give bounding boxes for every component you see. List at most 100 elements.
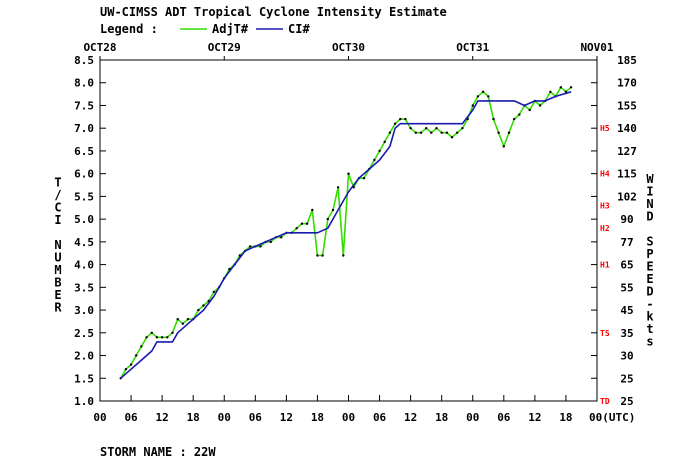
series-adjt-point-3 [135, 354, 138, 357]
series-adjt-point-85 [559, 86, 562, 89]
series-adjt-point-56 [409, 127, 412, 130]
series-adjt-point-34 [295, 227, 298, 230]
legend-item-ci: CI# [256, 22, 310, 36]
legend-item-adjt: AdjT# [180, 22, 249, 36]
category-mark-h1: H1 [600, 261, 610, 270]
x-tick-label-4: 00 [218, 411, 231, 424]
ylabel-char-8: B [54, 276, 61, 290]
series-adjt-point-73 [497, 131, 500, 134]
series-adjt-point-11 [176, 318, 179, 321]
wind-tick-label-4: 45 [620, 304, 633, 317]
date-label-oct31: OCT31 [456, 41, 489, 54]
wind-tick-label-15: 185 [617, 54, 637, 67]
series-adjt-point-52 [388, 131, 392, 134]
y2label-char-10: - [646, 297, 653, 311]
series-ci-line [120, 91, 572, 379]
series-adjt-point-42 [336, 186, 340, 189]
series-adjt-point-62 [440, 131, 443, 134]
series-adjt-point-41 [331, 208, 335, 212]
x-tick-label-8: 00 [342, 411, 355, 424]
wind-tick-label-14: 170 [617, 77, 637, 90]
series-adjt-point-38 [316, 254, 319, 257]
x-tick-label-11: 18 [435, 411, 448, 424]
series-adjt-point-35 [300, 222, 304, 225]
y2label-char-1: I [646, 184, 653, 198]
series-adjt-line [120, 86, 572, 379]
legend-label: Legend : [100, 22, 158, 36]
series-adjt-point-72 [492, 117, 495, 121]
y2label-char-3: D [646, 209, 653, 223]
series-adjt-point-51 [383, 140, 386, 143]
date-labels: OCT28 OCT29 OCT30 OCT31 NOV01 [83, 41, 614, 60]
series-adjt-point-77 [518, 113, 521, 116]
y-tick-label-7: 4.5 [74, 236, 94, 249]
wind-tick-label-8: 90 [620, 213, 633, 226]
category-mark-td: TD [600, 397, 610, 406]
x-tick-label-3: 18 [187, 411, 200, 424]
y-tick-label-3: 2.5 [74, 327, 94, 340]
wind-tick-label-7: 77 [620, 236, 633, 249]
legend-text-ci: CI# [288, 22, 310, 36]
wind-tick-label-11: 127 [617, 145, 637, 158]
series-adjt-point-37 [311, 208, 314, 212]
series-adjt-point-5 [145, 336, 148, 339]
y-tick-label-6: 4.0 [74, 259, 94, 272]
wind-tick-label-13: 155 [617, 99, 637, 112]
ylabel-char-9: E [54, 288, 61, 302]
category-mark-h2: H2 [600, 224, 610, 233]
y-axis-right: 25 25 30 35 45 55 65 77 90 102 115 127 140 155 170 185 [591, 54, 637, 408]
wind-tick-label-5: 55 [620, 281, 633, 294]
wind-tick-label-3: 35 [620, 327, 633, 340]
category-mark-h4: H4 [600, 170, 610, 179]
series-adjt-point-74 [502, 145, 505, 148]
series-adjt-point-39 [321, 254, 324, 257]
x-tick-label-16: 00(UTC) [589, 411, 635, 424]
series-adjt-point-8 [160, 336, 164, 339]
ylabel-char-0: T [54, 176, 61, 190]
series-adjt-point-81 [538, 104, 542, 107]
y-tick-label-12: 7.0 [74, 122, 94, 135]
series-adjt-point-75 [507, 131, 511, 134]
y2label-char-2: N [646, 197, 653, 211]
series-adjt-point-13 [186, 318, 190, 321]
series-adjt-point-58 [419, 131, 423, 134]
ylabel-char-3: I [54, 213, 61, 227]
x-tick-label-7: 18 [311, 411, 324, 424]
storm-name: STORM NAME : 22W [100, 445, 216, 459]
series-adjt-point-50 [378, 149, 381, 153]
wind-tick-label-0: 25 [620, 395, 633, 408]
y2label-char-9: D [646, 284, 653, 298]
ylabel-char-2: C [54, 201, 61, 215]
y-tick-label-13: 7.5 [74, 99, 94, 112]
date-label-oct30: OCT30 [332, 41, 365, 54]
series-adjt-point-43 [342, 254, 345, 257]
y2label-char-8: E [646, 272, 653, 286]
y2label-char-7: E [646, 259, 653, 273]
series-adjt-point-12 [181, 322, 184, 325]
y-tick-label-11: 6.5 [74, 145, 94, 158]
x-axis: 00 06 12 18 00 06 12 18 00 06 12 18 00 06 12 18 00(UTC) [93, 395, 635, 424]
series-adjt-point-18 [212, 290, 216, 294]
y-axis-left: 1.0 1.5 2.0 2.5 3.0 3.5 4.0 4.5 5.0 5.5 6.0 6.5 7.0 7… [74, 54, 106, 408]
date-label-nov01: NOV01 [580, 41, 613, 54]
series-adjt-point-49 [373, 158, 376, 162]
series-adjt-point-16 [202, 304, 205, 307]
x-tick-label-15: 18 [559, 411, 572, 424]
series-adjt [119, 86, 573, 380]
series-adjt-point-68 [471, 104, 474, 107]
series-adjt-point-59 [425, 127, 428, 130]
ylabel-char-6: U [54, 251, 61, 265]
x-tick-label-9: 06 [373, 411, 387, 424]
y-tick-label-9: 5.5 [74, 190, 94, 203]
series-adjt-point-55 [404, 117, 407, 121]
y2label-char-11: k [646, 309, 654, 323]
y-tick-label-0: 1.0 [74, 395, 94, 408]
ylabel-char-7: M [54, 263, 61, 277]
y-tick-label-5: 3.5 [74, 281, 94, 294]
series-adjt-point-83 [549, 90, 552, 94]
series-layer [119, 86, 573, 380]
y2label-char-5: S [646, 234, 653, 248]
series-adjt-point-63 [445, 131, 449, 134]
series-adjt-point-76 [513, 117, 516, 121]
